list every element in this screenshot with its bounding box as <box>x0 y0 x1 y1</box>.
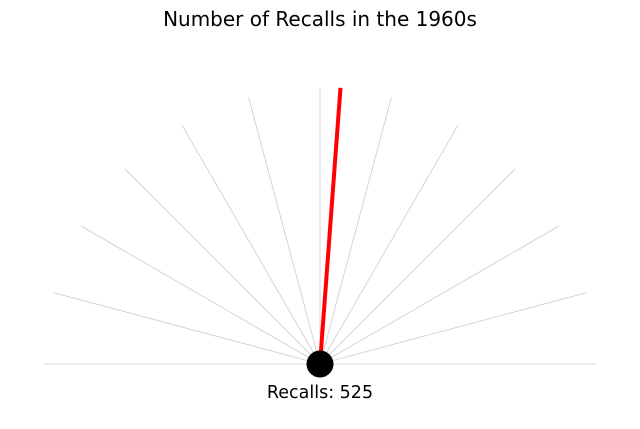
gauge-spokes <box>44 88 596 365</box>
value-label: Recalls: 525 <box>267 383 373 403</box>
gauge-spoke <box>53 292 321 365</box>
gauge-spoke <box>319 292 587 365</box>
chart-title: Number of Recalls in the 1960s <box>163 7 477 31</box>
gauge-spoke <box>319 124 459 365</box>
gauge-spoke <box>319 225 560 365</box>
gauge-spoke <box>80 225 321 365</box>
gauge-spoke <box>319 168 516 365</box>
gauge-spoke <box>181 124 321 365</box>
gauge-spoke <box>124 168 321 365</box>
gauge-needle <box>318 87 343 365</box>
gauge-spoke <box>248 97 321 365</box>
gauge-spoke <box>319 97 392 365</box>
gauge-hub <box>306 350 334 378</box>
